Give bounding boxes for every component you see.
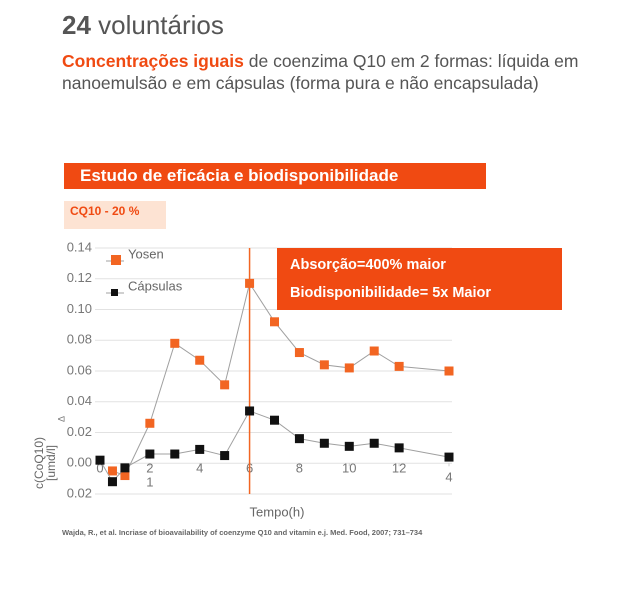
legend-label: Cápsulas — [128, 278, 183, 293]
point — [170, 338, 180, 348]
callout-bg — [277, 248, 562, 310]
point — [145, 418, 155, 428]
callout-text: Absorção=400% maior — [290, 257, 446, 273]
annotation: Δ — [56, 416, 66, 422]
point — [170, 449, 180, 459]
subtitle-text: de coenzima Q10 em 2 formas: líquida em … — [62, 51, 579, 93]
x-tick-label: 4 — [445, 470, 452, 485]
y-tick-label: 0.14 — [67, 239, 92, 254]
point — [394, 443, 404, 453]
point — [270, 317, 279, 327]
banner-bg — [64, 163, 486, 189]
x-axis-label: Tempo(h) — [250, 504, 305, 519]
y-axis-label: c(CoQ10) — [32, 437, 46, 489]
legend-swatch — [111, 255, 121, 265]
point — [145, 449, 155, 459]
x-tick-label: 4 — [196, 461, 203, 476]
y-tick-label: 0.04 — [67, 393, 92, 408]
point — [319, 438, 329, 448]
point — [245, 278, 255, 288]
point — [120, 471, 130, 481]
x-tick-label: 2 — [146, 461, 153, 476]
point — [394, 361, 404, 371]
label: CQ10 - 20 % — [70, 204, 140, 218]
point — [369, 438, 379, 448]
page: 24 voluntários Concentrações iguais de c… — [32, 10, 622, 537]
point — [344, 363, 354, 373]
point — [95, 455, 105, 465]
legend-swatch — [111, 289, 118, 296]
x-tick-label: 8 — [296, 461, 303, 476]
label-bg — [64, 201, 166, 229]
y-tick-label: 0.00 — [67, 455, 92, 470]
point — [220, 380, 230, 390]
point — [294, 434, 304, 444]
point — [294, 348, 304, 358]
title-text: voluntários — [90, 10, 224, 40]
title: 24 voluntários — [62, 10, 224, 41]
citation: Wajda, R., et al. Incriase of bioavailab… — [62, 528, 423, 537]
y-tick-label: 0.12 — [67, 270, 92, 285]
point — [195, 444, 205, 454]
y-tick-label: 0.02 — [67, 485, 92, 500]
x-tick-label: 10 — [342, 461, 356, 476]
subtitle: Concentrações iguais de coenzima Q10 em … — [62, 50, 622, 94]
point — [245, 406, 255, 416]
annotation: 1 — [146, 475, 153, 490]
banner: Estudo de eficácia e biodisponibilidade — [80, 166, 398, 185]
point — [270, 415, 279, 425]
point — [444, 452, 454, 462]
point — [220, 451, 230, 461]
point — [344, 441, 354, 451]
point — [369, 346, 379, 356]
point — [319, 360, 329, 370]
point — [195, 355, 205, 365]
y-tick-label: 0.02 — [67, 424, 92, 439]
callout-text: Biodisponibilidade= 5x Maior — [290, 285, 491, 301]
point — [444, 366, 454, 376]
y-axis-label: [umd/l] — [44, 445, 58, 481]
legend-label: Yosen — [128, 246, 164, 261]
point — [120, 463, 130, 473]
y-tick-label: 0.06 — [67, 362, 92, 377]
y-tick-label: 0.08 — [67, 332, 92, 347]
chart: Estudo de eficácia e biodisponibilidade … — [32, 163, 562, 537]
x-tick-label: 0 — [96, 461, 103, 476]
title-number: 24 — [62, 10, 91, 40]
x-tick-label: 12 — [392, 461, 406, 476]
point — [107, 466, 117, 476]
point — [107, 477, 117, 487]
subtitle-bold: Concentrações iguais — [62, 51, 244, 71]
y-tick-label: 0.10 — [67, 301, 92, 316]
